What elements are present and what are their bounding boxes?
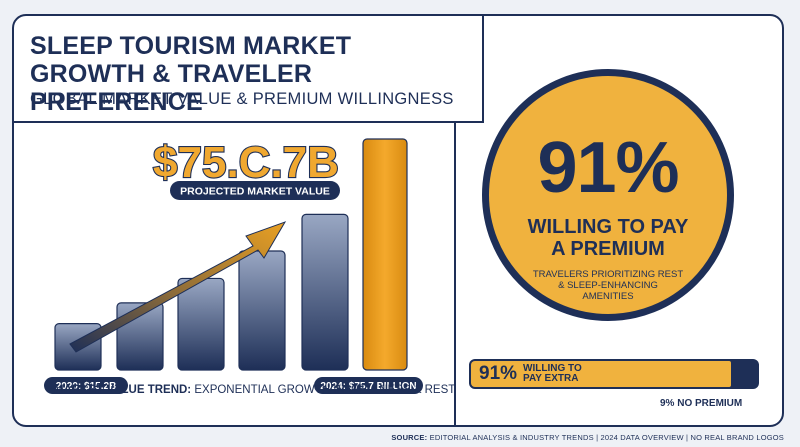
premium-headline-line1: WILLING TO PAY: [527, 216, 689, 238]
premium-headline-line2: A PREMIUM: [551, 238, 665, 260]
start-value-pill: 2020: $15.2B: [44, 377, 128, 394]
callout-label-pill-text: PROJECTED MARKET VALUE: [180, 185, 330, 197]
callout-label-pill-bg: [170, 181, 340, 200]
title-panel: SLEEP TOURISM MARKET GROWTH & TRAVELER P…: [14, 16, 484, 123]
premium-progress-text: WILLING TO PAY EXTRA: [523, 364, 593, 384]
premium-desc-line2: & SLEEP-ENHANCING: [558, 280, 658, 291]
callout-label-pill: PROJECTED MARKET VALUE: [170, 181, 340, 200]
end-value-pill: 2024: $75.7 BILLION: [314, 377, 423, 394]
premium-desc-line3: AMENITIES: [582, 291, 634, 302]
source-footer: SOURCE: EDITORIAL ANALYSIS & INDUSTRY TR…: [391, 433, 784, 442]
bar-2: [177, 277, 225, 371]
premium-description: TRAVELERS PRIORITIZING REST & SLEEP-ENHA…: [517, 269, 699, 302]
source-label: SOURCE:: [391, 433, 428, 442]
premium-progress-percent: 91%: [479, 363, 518, 384]
end-value-pill-text: 2024: $75.7 BILLION: [320, 381, 416, 392]
bar-2024-highlight: [362, 138, 408, 371]
trend-caption: MARKET VALUE TREND: EXPONENTIAL GROWTH I…: [54, 384, 455, 396]
trend-caption-bold: MARKET VALUE TREND:: [54, 384, 192, 396]
premium-progress-bar: 91% WILLING TO PAY EXTRA: [469, 359, 759, 389]
callout-value: $75.C.7B: [153, 138, 339, 187]
end-value-pill-bg: [314, 377, 423, 394]
source-text: EDITORIAL ANALYSIS & INDUSTRY TRENDS | 2…: [427, 433, 784, 442]
premium-desc-line1: TRAVELERS PRIORITIZING REST: [532, 269, 684, 280]
page-subtitle: GLOBAL MARKET VALUE & PREMIUM WILLINGNES…: [30, 90, 454, 108]
premium-progress-text-line1: WILLING TO: [523, 363, 582, 374]
premium-percent: 91%: [537, 128, 679, 208]
page-title: SLEEP TOURISM MARKET GROWTH & TRAVELER P…: [30, 32, 352, 116]
start-value-pill-text: 2020: $15.2B: [56, 381, 117, 392]
bar-3: [238, 250, 286, 371]
trend-caption-text: EXPONENTIAL GROWTH IN WELLNESS & REST: [191, 384, 456, 396]
start-value-pill-bg: [44, 377, 128, 394]
growth-arrow: [69, 221, 287, 353]
premium-headline: WILLING TO PAY A PREMIUM: [489, 216, 727, 260]
premium-progress-fill: [471, 361, 732, 387]
bar-4: [301, 213, 349, 371]
no-premium-label: 9% NO PREMIUM: [660, 398, 743, 409]
premium-progress-text-line2: PAY EXTRA: [523, 373, 579, 384]
panel-divider: [454, 123, 456, 425]
premium-progress-label: 91% WILLING TO PAY EXTRA: [479, 362, 593, 386]
premium-circle: 91% WILLING TO PAY A PREMIUM TRAVELERS P…: [482, 69, 734, 321]
